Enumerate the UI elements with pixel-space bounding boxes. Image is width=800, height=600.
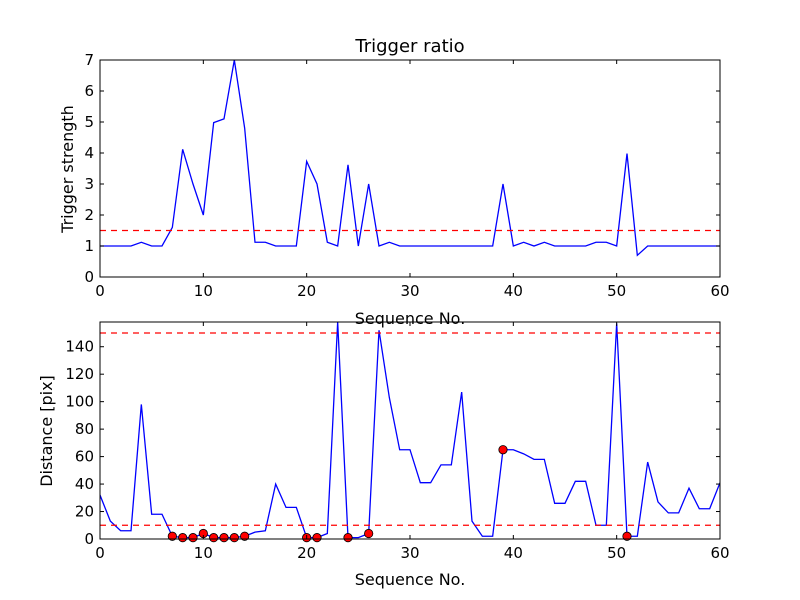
x-tick-label: 40 [504, 544, 523, 562]
y-tick-label: 80 [75, 420, 94, 438]
y-tick-label: 7 [84, 51, 94, 69]
y-axis-label: Trigger strength [58, 105, 77, 234]
axes-frame [99, 59, 721, 278]
y-tick-label: 6 [84, 82, 94, 100]
data-marker [219, 533, 229, 543]
x-tick-label: 40 [504, 282, 523, 300]
data-line [100, 60, 720, 257]
data-marker [622, 531, 632, 541]
trigger-ratio-panel: Trigger ratio 0 10 20 30 40 50 60 0 1 2 3 4 5 6 7 Sequ… [58, 36, 730, 328]
data-line [100, 322, 720, 539]
data-marker [167, 531, 177, 541]
x-tick-label: 20 [297, 282, 316, 300]
y-tick-label: 0 [84, 530, 94, 548]
y-tick-label: 1 [84, 237, 94, 255]
data-marker [343, 533, 353, 543]
y-tick-label: 2 [84, 206, 94, 224]
data-marker [229, 533, 239, 543]
x-tick-label: 60 [710, 544, 729, 562]
x-axis-label: Sequence No. [355, 309, 466, 328]
data-marker [364, 528, 374, 539]
y-tick-label: 4 [84, 144, 94, 162]
distance-panel: 0 10 20 30 40 50 60 0 20 40 60 80 100 120 140 Sequence… [37, 321, 730, 589]
chart-title: Trigger ratio [354, 36, 464, 57]
y-tick-label: 40 [75, 475, 94, 493]
y-tick-label: 0 [84, 268, 94, 286]
x-tick-label: 50 [607, 544, 626, 562]
trigger-plot-area: 0 10 20 30 40 50 60 0 1 2 3 4 5 6 7 [84, 51, 729, 300]
x-tick-label: 50 [607, 282, 626, 300]
y-tick-label: 20 [75, 503, 94, 521]
x-tick-label: 60 [710, 282, 729, 300]
data-marker [498, 445, 508, 455]
data-marker [188, 533, 198, 543]
data-marker [178, 533, 188, 543]
x-tick-label: 20 [297, 544, 316, 562]
axes-frame [99, 321, 721, 540]
data-marker [312, 533, 322, 543]
x-tick-label: 0 [95, 282, 105, 300]
x-tick-label: 30 [400, 282, 419, 300]
distance-plot-area: 0 10 20 30 40 50 60 0 20 40 60 80 100 120 140 [65, 321, 730, 562]
x-tick-label: 30 [400, 544, 419, 562]
data-marker [240, 531, 250, 541]
x-tick-label: 10 [194, 544, 213, 562]
y-tick-label: 120 [65, 365, 94, 383]
y-axis-label: Distance [pix] [37, 375, 56, 487]
x-tick-label: 10 [194, 282, 213, 300]
y-tick-label: 140 [65, 338, 94, 356]
y-tick-label: 100 [65, 393, 94, 411]
y-tick-label: 60 [75, 448, 94, 466]
data-marker [209, 533, 219, 543]
y-tick-label: 3 [84, 175, 94, 193]
y-tick-label: 5 [84, 113, 94, 131]
x-tick-label: 0 [95, 544, 105, 562]
x-axis-label: Sequence No. [355, 570, 466, 589]
